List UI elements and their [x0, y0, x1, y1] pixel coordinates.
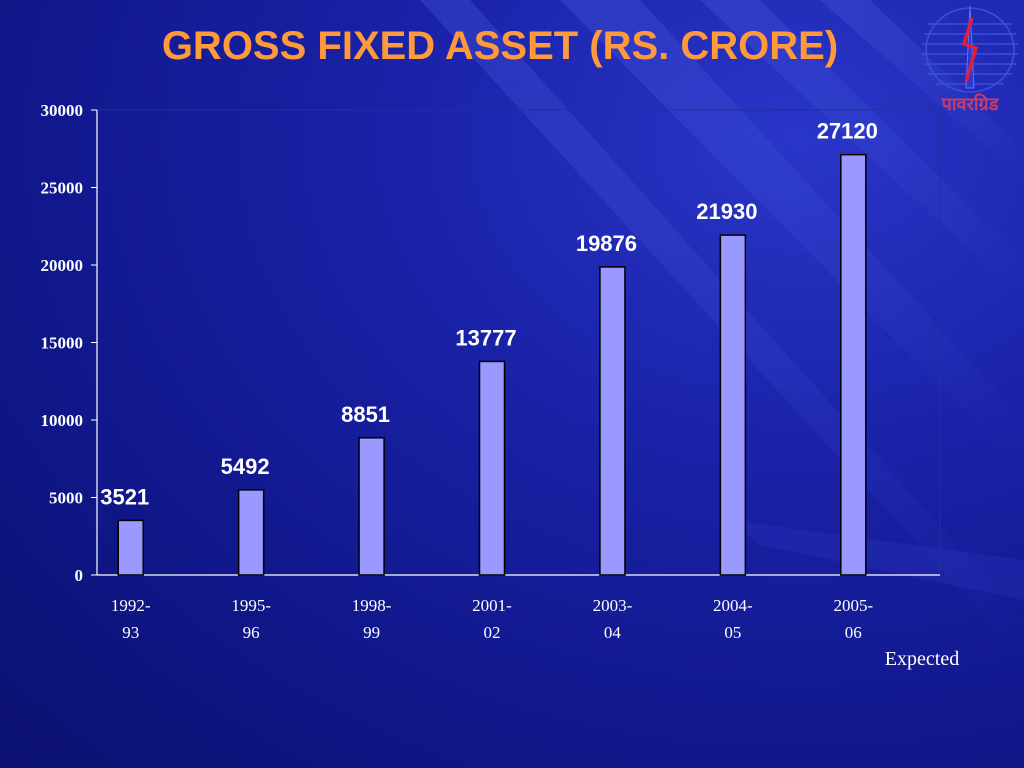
x-tick-label: 93 — [122, 623, 139, 642]
x-tick-label: 02 — [484, 623, 501, 642]
expected-note: Expected — [884, 648, 960, 670]
bar — [237, 489, 265, 576]
x-tick-label: 99 — [363, 623, 380, 642]
data-label: 8851 — [341, 402, 390, 427]
x-tick-label: 1995- — [231, 596, 271, 615]
x-tick-label: 1992- — [111, 596, 151, 615]
y-tick-label: 0 — [75, 566, 84, 585]
bar — [840, 153, 867, 576]
data-label: 3521 — [100, 484, 149, 509]
page-title: GROSS FIXED ASSET (RS. CRORE) — [161, 24, 839, 68]
x-tick-label: 06 — [845, 623, 862, 642]
plot-area — [96, 109, 941, 576]
x-tick-label: 2003- — [593, 596, 633, 615]
x-axis-ticks: 1992- 93 1995- 96 1998- 99 2001- 02 2003- 04 2004-… — [111, 596, 874, 642]
x-tick-label: 05 — [724, 623, 741, 642]
bar — [478, 360, 506, 576]
logo-text: पावरग्रिड — [941, 94, 999, 115]
y-tick-label: 10000 — [41, 411, 84, 430]
data-label: 19876 — [576, 231, 637, 256]
bar — [719, 234, 747, 576]
y-tick-label: 15000 — [41, 334, 84, 353]
data-label: 13777 — [455, 325, 516, 350]
x-tick-label: 96 — [243, 623, 260, 642]
x-tick-label: 2004- — [713, 596, 753, 615]
powergrid-logo-icon — [922, 5, 1018, 93]
data-label: 5492 — [221, 454, 270, 479]
y-tick-label: 5000 — [49, 489, 83, 508]
bar — [117, 519, 144, 576]
y-axis-ticks: 0 5000 10000 15000 20000 25000 30000 — [41, 101, 97, 585]
bar — [358, 437, 385, 576]
bar — [599, 266, 626, 576]
x-tick-label: 2005- — [833, 596, 873, 615]
data-label: 21930 — [696, 199, 757, 224]
x-tick-label: 2001- — [472, 596, 512, 615]
x-tick-label: 1998- — [352, 596, 392, 615]
data-labels: 3521 5492 8851 13777 19876 21930 27120 — [100, 119, 878, 510]
y-tick-label: 20000 — [41, 256, 84, 275]
y-tick-label: 30000 — [41, 101, 84, 120]
y-tick-label: 25000 — [41, 179, 84, 198]
data-label: 27120 — [817, 119, 878, 144]
x-tick-label: 04 — [604, 623, 622, 642]
bars — [117, 153, 867, 576]
